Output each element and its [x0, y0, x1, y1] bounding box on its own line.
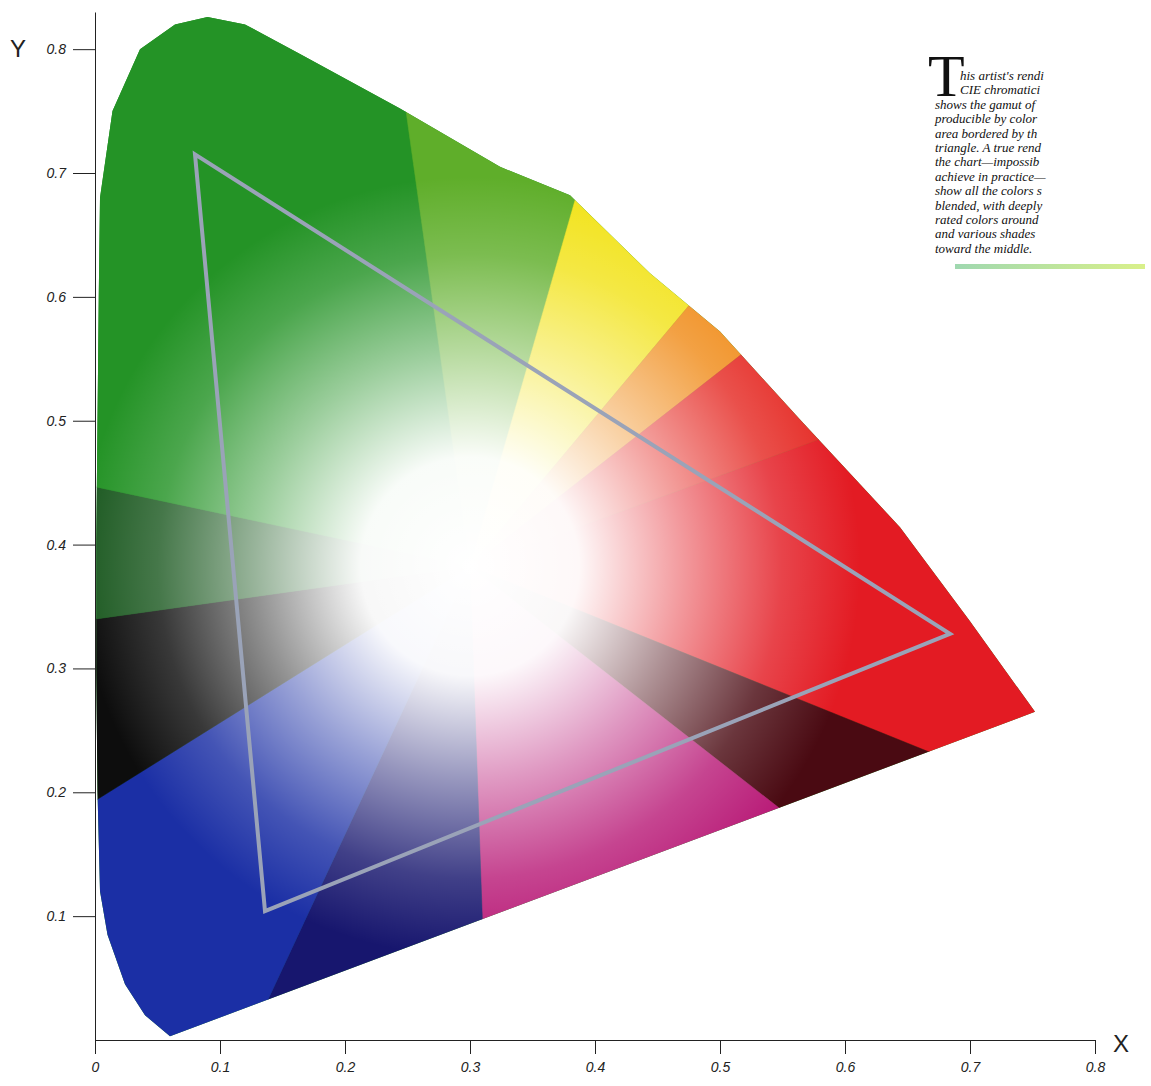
y-tick: 0.8 — [47, 41, 95, 57]
x-tick: 0.5 — [711, 1040, 731, 1075]
chart: 0 0.1 0.2 0.3 0.4 0.5 0.6 0.7 0.8 0.1 0.2 0.3 0.4 0.5… — [0, 0, 1151, 1086]
x-tick-label: 0.6 — [836, 1059, 856, 1075]
caption-line: producible by color — [934, 111, 1038, 126]
caption-line: and various shades — [935, 226, 1035, 241]
y-tick-label: 0.2 — [47, 784, 67, 800]
x-tick-mark — [845, 1040, 846, 1054]
x-tick-label: 0 — [92, 1059, 100, 1075]
x-tick: 0.3 — [461, 1040, 481, 1075]
x-tick-label: 0.8 — [1086, 1059, 1106, 1075]
x-tick-mark — [95, 1040, 96, 1054]
caption-line: show all the colors s — [935, 183, 1042, 198]
x-axis: 0 0.1 0.2 0.3 0.4 0.5 0.6 0.7 0.8 — [92, 1040, 1106, 1075]
y-tick: 0.7 — [47, 165, 95, 181]
x-tick-label: 0.3 — [461, 1059, 481, 1075]
x-tick: 0.8 — [1086, 1040, 1106, 1075]
caption-line: his artist's rendi — [960, 68, 1044, 83]
x-tick: 0.2 — [336, 1040, 356, 1075]
y-tick-mark — [73, 668, 95, 669]
y-tick-mark — [73, 421, 95, 422]
y-tick: 0.1 — [47, 908, 95, 924]
x-tick-mark — [1095, 1040, 1096, 1054]
caption-line: CIE chromatici — [960, 82, 1040, 97]
caption-line: toward the middle. — [935, 241, 1032, 256]
y-tick: 0.6 — [47, 289, 95, 305]
caption-line: rated colors around — [935, 212, 1039, 227]
y-axis: 0.1 0.2 0.3 0.4 0.5 0.6 0.7 0.8 — [47, 13, 96, 1041]
x-tick-mark — [220, 1040, 221, 1054]
x-tick: 0.4 — [586, 1040, 606, 1075]
gamut-triangle — [195, 154, 950, 911]
y-tick: 0.5 — [47, 413, 95, 429]
y-tick-mark — [73, 545, 95, 546]
y-tick: 0.4 — [47, 537, 95, 553]
y-tick: 0.3 — [47, 660, 95, 676]
y-tick-label: 0.5 — [47, 413, 67, 429]
caption-line: blended, with deeply — [935, 198, 1042, 213]
caption: This artist's rendiCIE chromaticishows t… — [928, 43, 1145, 269]
caption-line: achieve in practice— — [935, 169, 1046, 184]
y-tick-mark — [73, 297, 95, 298]
y-tick-label: 0.4 — [47, 537, 67, 553]
x-tick-label: 0.5 — [711, 1059, 731, 1075]
x-tick: 0 — [92, 1040, 100, 1075]
y-tick-mark — [73, 792, 95, 793]
x-tick-label: 0.4 — [586, 1059, 606, 1075]
y-tick-label: 0.7 — [47, 165, 68, 181]
caption-line: area bordered by th — [935, 126, 1037, 141]
y-tick-label: 0.1 — [47, 908, 66, 924]
y-tick-mark — [73, 49, 95, 50]
locus-colours — [95, 12, 1095, 1040]
caption-line: triangle. A true rend — [935, 140, 1041, 155]
x-tick-mark — [720, 1040, 721, 1054]
y-axis-title: Y — [10, 35, 26, 62]
x-tick-mark — [970, 1040, 971, 1054]
x-tick-label: 0.7 — [961, 1059, 982, 1075]
y-tick: 0.2 — [47, 784, 95, 800]
plot-marks — [95, 12, 1095, 1040]
y-tick-label: 0.8 — [47, 41, 67, 57]
caption-rule — [955, 264, 1145, 269]
x-axis-title: X — [1113, 1030, 1129, 1057]
x-tick-label: 0.1 — [211, 1059, 230, 1075]
y-tick-label: 0.3 — [47, 660, 67, 676]
x-tick-mark — [345, 1040, 346, 1054]
x-tick: 0.1 — [211, 1040, 230, 1075]
y-axis-line — [95, 13, 96, 1041]
y-tick-label: 0.6 — [47, 289, 67, 305]
x-tick-label: 0.2 — [336, 1059, 356, 1075]
x-tick-mark — [595, 1040, 596, 1054]
x-tick: 0.6 — [836, 1040, 856, 1075]
caption-line: shows the gamut of — [935, 97, 1037, 112]
y-tick-mark — [73, 173, 95, 174]
y-tick-mark — [73, 916, 95, 917]
x-tick: 0.7 — [961, 1040, 982, 1075]
x-tick-mark — [470, 1040, 471, 1054]
caption-line: the chart—impossib — [935, 154, 1040, 169]
